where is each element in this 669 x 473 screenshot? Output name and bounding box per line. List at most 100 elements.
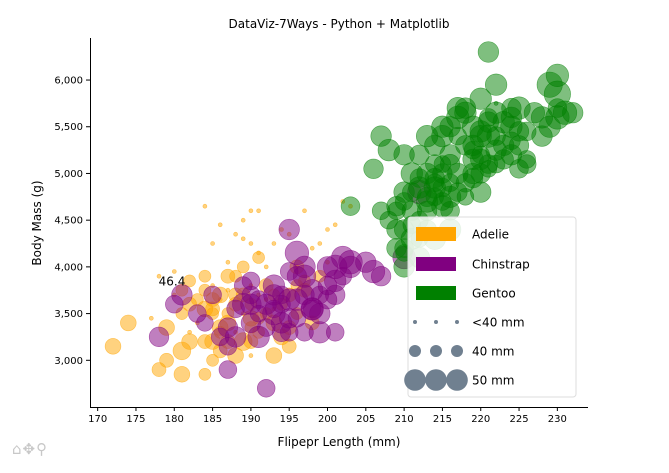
point-adelie	[197, 334, 213, 349]
point-gentoo	[425, 154, 445, 174]
x-tick-label: 230	[548, 414, 567, 425]
legend-entry: Gentoo	[416, 286, 516, 301]
legend-size-marker	[409, 345, 421, 357]
point-adelie	[187, 329, 192, 335]
annotation-label: 46.4	[159, 275, 186, 289]
point-adelie	[256, 250, 261, 256]
annotation: 46.4	[159, 275, 186, 289]
point-chinstrap	[241, 271, 261, 291]
point-chinstrap	[257, 379, 276, 398]
point-adelie	[236, 260, 250, 274]
point-adelie	[256, 208, 261, 214]
point-gentoo	[386, 196, 407, 217]
point-gentoo	[469, 87, 492, 110]
zoom-icon[interactable]: ⚲	[36, 440, 48, 458]
axes: 170 175 180 185 190 195 200 205 210 215 220 225 230 …	[54, 38, 588, 425]
x-tick-label: 190	[241, 414, 260, 425]
x-tick-label: 215	[433, 414, 452, 425]
point-adelie	[240, 236, 246, 242]
point-adelie	[248, 353, 254, 358]
point-gentoo	[454, 101, 477, 124]
plot-toolbar: ⌂ ✥ ⚲	[12, 441, 47, 457]
y-tick-label: 5,500	[54, 122, 83, 133]
move-icon[interactable]: ✥	[22, 440, 36, 458]
y-tick-label: 4,000	[54, 262, 83, 273]
point-adelie	[210, 241, 215, 246]
point-adelie	[225, 259, 231, 265]
point-adelie	[248, 208, 254, 214]
point-adelie	[198, 269, 212, 283]
point-adelie	[233, 231, 238, 237]
y-tick-label: 4,500	[54, 216, 83, 227]
point-adelie	[198, 367, 212, 381]
x-tick-label: 205	[356, 414, 375, 425]
point-adelie	[104, 338, 122, 355]
point-adelie	[191, 293, 204, 306]
point-adelie	[325, 227, 330, 232]
x-tick-label: 170	[88, 414, 107, 425]
point-adelie	[217, 222, 223, 228]
point-chinstrap	[203, 285, 222, 305]
point-gentoo	[477, 41, 500, 63]
point-adelie	[202, 203, 208, 209]
point-gentoo	[462, 148, 484, 170]
legend-size-marker	[446, 369, 468, 391]
point-adelie	[302, 208, 307, 214]
point-chinstrap	[249, 304, 268, 323]
point-adelie	[248, 241, 254, 246]
x-tick-label: 210	[395, 414, 414, 425]
legend-entry: Adelie	[416, 227, 509, 242]
legend-label: Adelie	[472, 228, 509, 242]
y-tick-label: 3,500	[54, 309, 83, 320]
x-tick-label: 220	[471, 414, 490, 425]
point-adelie	[159, 352, 174, 368]
point-chinstrap	[196, 314, 214, 332]
point-adelie	[149, 315, 154, 321]
legend-size-marker	[455, 320, 459, 324]
point-adelie	[271, 241, 277, 246]
point-chinstrap	[225, 326, 247, 348]
legend-size-marker	[430, 345, 442, 357]
legend-size-marker	[413, 320, 417, 324]
point-chinstrap	[171, 284, 193, 306]
y-ticks: 3,000 3,500 4,000 4,500 5,000 5,500 6,000	[54, 76, 90, 367]
legend-entry: <40 mm	[413, 316, 525, 330]
home-icon[interactable]: ⌂	[12, 440, 22, 458]
x-tick-label: 200	[318, 414, 337, 425]
point-adelie	[172, 269, 177, 274]
y-tick-label: 3,000	[54, 356, 83, 367]
point-adelie	[317, 241, 323, 246]
point-gentoo	[485, 73, 508, 96]
point-adelie	[265, 347, 283, 364]
point-gentoo	[439, 185, 462, 208]
x-ticks: 170 175 180 185 190 195 200 205 210 215 220 225 230	[88, 407, 567, 425]
point-adelie	[120, 314, 137, 332]
x-tick-label: 185	[203, 414, 222, 425]
point-adelie	[263, 264, 269, 270]
legend-label: Gentoo	[472, 287, 516, 301]
point-gentoo	[377, 139, 400, 162]
point-adelie	[156, 273, 162, 279]
legend-size-marker	[425, 369, 447, 391]
chart-title: DataViz-7Ways - Python + Matplotlib	[229, 17, 450, 31]
data-points	[104, 41, 584, 398]
point-gentoo	[463, 168, 484, 189]
point-chinstrap	[148, 326, 170, 348]
point-chinstrap	[278, 218, 300, 241]
point-chinstrap	[301, 297, 324, 321]
point-adelie	[181, 333, 198, 350]
legend-label: 50 mm	[472, 374, 514, 388]
y-tick-label: 5,000	[54, 169, 83, 180]
x-tick-label: 225	[509, 414, 528, 425]
point-gentoo	[363, 158, 384, 179]
point-gentoo	[562, 102, 584, 124]
x-tick-label: 180	[165, 414, 184, 425]
legend-label: Chinstrap	[472, 258, 530, 272]
point-adelie	[309, 245, 315, 251]
point-gentoo	[545, 63, 570, 87]
point-gentoo	[439, 144, 461, 166]
point-adelie	[183, 274, 196, 288]
point-chinstrap	[326, 323, 345, 342]
legend: Adelie Chinstrap Gentoo <40 mm 40 mm 50 mm	[404, 216, 577, 398]
